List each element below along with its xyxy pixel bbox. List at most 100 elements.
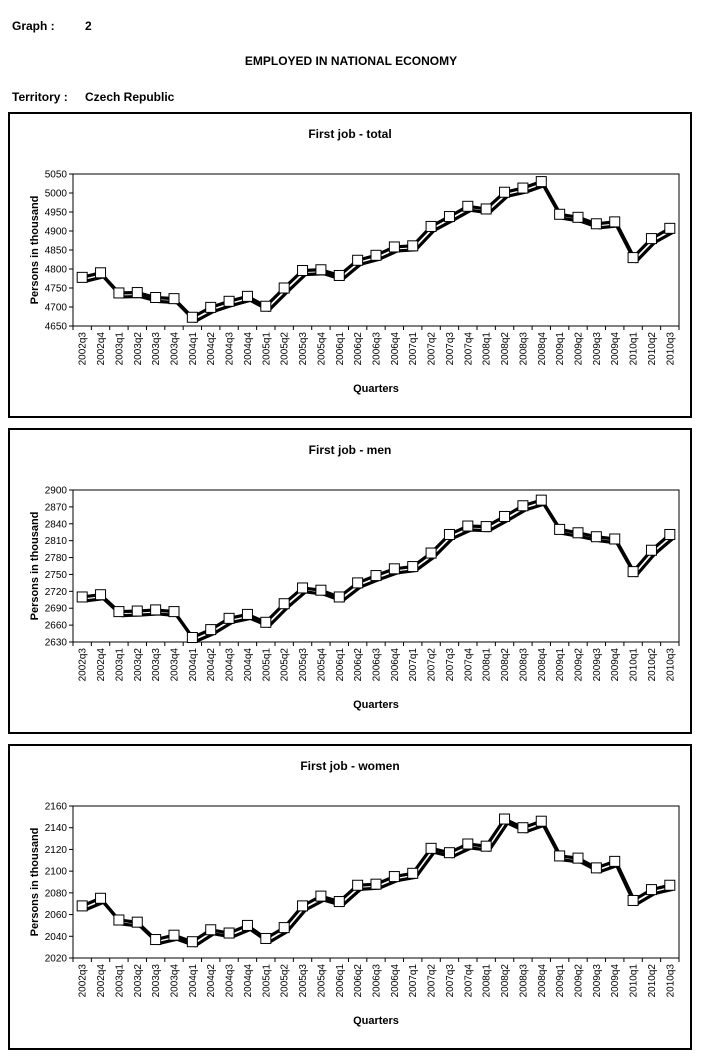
data-point-marker	[572, 527, 584, 539]
x-tick-label: 2003q4	[170, 964, 181, 998]
data-point-marker	[517, 182, 529, 194]
data-point-marker	[590, 862, 602, 874]
page-title: EMPLOYED IN NATIONAL ECONOMY	[244, 54, 458, 68]
x-tick-label: 2008q3	[518, 332, 529, 366]
x-tick-label: 2010q2	[647, 332, 658, 366]
x-tick-label: 2009q1	[555, 332, 566, 366]
y-tick-label: 2100	[45, 867, 68, 878]
y-tick-label: 5000	[45, 189, 68, 200]
x-tick-label: 2007q3	[445, 964, 456, 998]
x-tick-label: 2005q2	[280, 648, 291, 682]
x-tick-label: 2010q3	[665, 964, 676, 998]
data-point-marker	[499, 186, 511, 198]
x-tick-label: 2009q4	[610, 332, 621, 366]
y-tick-label: 2630	[45, 638, 68, 649]
x-tick-label: 2007q4	[463, 648, 474, 682]
y-tick-label: 2690	[45, 604, 68, 615]
data-point-marker	[131, 605, 143, 617]
x-tick-label: 2010q1	[629, 964, 640, 998]
x-tick-label: 2007q3	[445, 332, 456, 366]
y-tick-label: 2840	[45, 519, 68, 530]
x-tick-label: 2010q3	[665, 332, 676, 366]
x-tick-label: 2004q2	[206, 648, 217, 682]
data-point-marker	[241, 919, 253, 931]
chart-title: First job - men	[309, 443, 392, 457]
graph-number: 2	[85, 19, 92, 33]
territory-label: Territory :	[12, 90, 68, 104]
data-point-marker	[352, 577, 364, 589]
data-point-marker	[131, 287, 143, 299]
x-tick-label: 2008q3	[518, 648, 529, 682]
data-point-marker	[278, 282, 290, 294]
data-point-marker	[186, 311, 198, 323]
data-point-marker	[425, 547, 437, 559]
x-tick-label: 2010q2	[647, 648, 658, 682]
data-point-marker	[443, 528, 455, 540]
x-tick-label: 2007q2	[427, 964, 438, 998]
data-point-marker	[407, 240, 419, 252]
data-point-marker	[388, 563, 400, 575]
x-tick-label: 2010q1	[629, 332, 640, 366]
chart-title: First job - women	[300, 759, 399, 773]
x-tick-label: 2005q4	[316, 332, 327, 366]
x-tick-label: 2009q1	[555, 648, 566, 682]
data-point-marker	[480, 840, 492, 852]
data-point-marker	[113, 606, 125, 618]
data-point-marker	[609, 855, 621, 867]
x-tick-label: 2003q1	[114, 648, 125, 682]
x-tick-label: 2006q2	[353, 964, 364, 998]
data-point-marker	[333, 269, 345, 281]
y-tick-label: 2720	[45, 587, 68, 598]
y-tick-label: 2160	[45, 802, 68, 813]
x-tick-label: 2002q4	[96, 332, 107, 366]
x-tick-label: 2005q3	[298, 648, 309, 682]
y-tick-label: 2900	[45, 486, 68, 497]
x-tick-label: 2008q1	[482, 332, 493, 366]
x-tick-label: 2007q2	[427, 648, 438, 682]
x-tick-label: 2008q4	[537, 332, 548, 366]
x-tick-label: 2009q4	[610, 648, 621, 682]
data-point-marker	[315, 264, 327, 276]
x-tick-label: 2008q1	[482, 964, 493, 998]
data-point-marker	[278, 598, 290, 610]
x-tick-label: 2010q1	[629, 648, 640, 682]
y-tick-label: 2660	[45, 621, 68, 632]
x-tick-label: 2005q2	[280, 332, 291, 366]
data-point-marker	[425, 842, 437, 854]
data-point-marker	[627, 252, 639, 264]
data-point-marker	[609, 533, 621, 545]
data-point-marker	[388, 241, 400, 253]
x-tick-label: 2006q1	[335, 964, 346, 998]
x-tick-label: 2003q1	[114, 964, 125, 998]
x-tick-label: 2002q4	[96, 964, 107, 998]
x-tick-label: 2007q4	[463, 332, 474, 366]
data-point-marker	[260, 300, 272, 312]
x-tick-label: 2003q3	[151, 648, 162, 682]
y-tick-label: 2020	[45, 954, 68, 965]
data-point-marker	[664, 528, 676, 540]
x-axis-label: Quarters	[353, 383, 399, 395]
data-point-marker	[76, 900, 88, 912]
x-tick-label: 2004q4	[243, 964, 254, 998]
x-tick-label: 2003q2	[133, 964, 144, 998]
data-point-marker	[186, 936, 198, 948]
y-tick-label: 4700	[45, 303, 68, 314]
data-point-marker	[572, 211, 584, 223]
x-tick-label: 2003q1	[114, 332, 125, 366]
data-point-marker	[645, 544, 657, 556]
data-point-marker	[664, 222, 676, 234]
data-point-marker	[590, 218, 602, 230]
x-tick-label: 2005q4	[316, 964, 327, 998]
data-point-marker	[297, 582, 309, 594]
x-tick-label: 2003q2	[133, 332, 144, 366]
x-tick-label: 2007q3	[445, 648, 456, 682]
data-point-marker	[425, 220, 437, 232]
x-tick-label: 2004q1	[188, 648, 199, 682]
chart-title: First job - total	[308, 127, 391, 141]
x-tick-label: 2004q4	[243, 648, 254, 682]
data-point-marker	[388, 871, 400, 883]
x-tick-label: 2008q4	[537, 648, 548, 682]
x-tick-label: 2004q4	[243, 332, 254, 366]
data-point-marker	[645, 884, 657, 896]
data-point-marker	[223, 612, 235, 624]
